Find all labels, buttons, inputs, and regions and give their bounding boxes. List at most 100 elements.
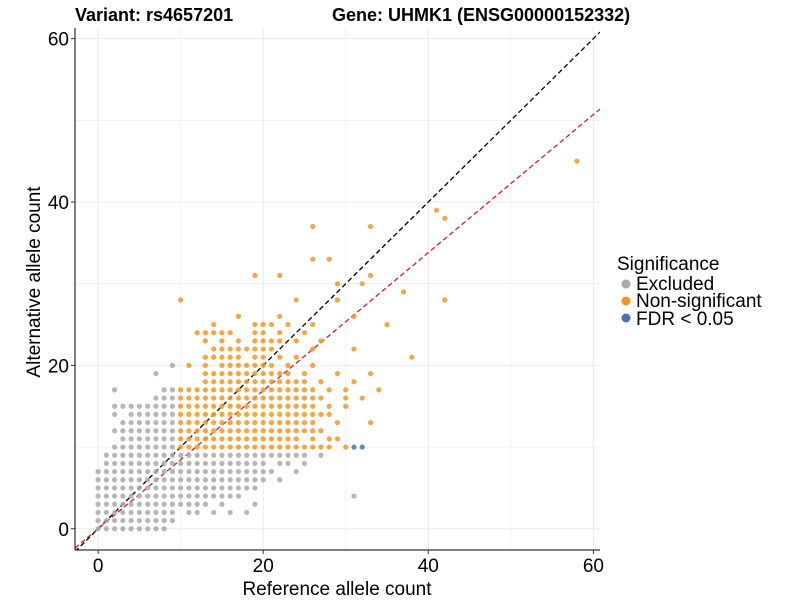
data-point: [194, 485, 200, 491]
data-point: [244, 346, 250, 352]
data-point: [310, 387, 316, 393]
legend-marker-non-significant: [621, 296, 631, 306]
data-point: [235, 411, 242, 417]
data-point: [145, 477, 151, 483]
data-point: [227, 460, 233, 467]
data-point: [260, 477, 266, 483]
data-point: [244, 436, 250, 442]
data-point: [367, 223, 374, 230]
data-point: [252, 362, 258, 368]
data-point: [268, 338, 275, 344]
data-point: [153, 419, 159, 426]
data-point: [128, 419, 134, 426]
data-point: [136, 485, 142, 491]
data-point: [318, 338, 324, 344]
data-point: [186, 477, 192, 483]
data-point: [252, 468, 258, 475]
data-point: [219, 387, 225, 393]
data-point: [112, 403, 118, 409]
data-point: [145, 526, 151, 532]
data-point: [145, 452, 151, 458]
data-point: [227, 395, 233, 401]
data-point: [136, 460, 142, 467]
data-point: [186, 460, 192, 467]
data-point: [145, 403, 151, 409]
data-point: [153, 403, 159, 409]
data-point: [227, 403, 233, 409]
data-point: [252, 387, 258, 393]
data-point: [318, 452, 324, 458]
x-tick-label: 20: [253, 556, 274, 577]
data-point: [153, 526, 159, 532]
data-point: [285, 387, 291, 393]
data-point: [211, 436, 217, 442]
data-point: [244, 428, 250, 434]
data-point: [219, 493, 225, 499]
data-point: [310, 362, 316, 368]
data-point: [334, 370, 341, 377]
data-point: [285, 436, 291, 442]
data-point: [252, 436, 258, 442]
data-point: [202, 493, 209, 499]
data-point: [235, 477, 242, 483]
data-point: [285, 395, 291, 401]
data-point: [178, 501, 184, 507]
data-point: [219, 444, 225, 450]
data-point: [334, 436, 341, 442]
data-point: [178, 452, 184, 458]
data-point: [318, 444, 324, 450]
y-tick-label: 40: [48, 193, 69, 214]
data-point: [136, 501, 142, 507]
data-point: [219, 403, 225, 409]
data-point: [293, 403, 299, 409]
data-point: [285, 428, 291, 434]
data-point: [186, 362, 192, 368]
data-point: [285, 362, 291, 368]
data-point: [227, 428, 233, 434]
data-point: [211, 509, 217, 516]
data-point: [252, 321, 258, 328]
data-point: [194, 509, 200, 516]
data-point: [260, 387, 266, 393]
data-point: [194, 419, 200, 426]
data-point: [202, 485, 209, 491]
data-point: [277, 411, 283, 417]
data-point: [277, 477, 283, 483]
data-point: [194, 444, 200, 450]
data-point: [211, 411, 217, 417]
data-point: [145, 419, 151, 426]
data-point: [128, 485, 134, 491]
data-point: [112, 460, 118, 467]
data-point: [211, 370, 217, 377]
data-point: [285, 411, 291, 417]
data-point: [343, 395, 349, 401]
data-point: [103, 493, 109, 499]
data-point: [235, 362, 242, 368]
data-point: [285, 321, 291, 328]
data-point: [178, 419, 184, 426]
data-point: [169, 403, 176, 409]
data-point: [310, 321, 316, 328]
chart-title-variant: Variant: rs4657201: [75, 5, 233, 25]
data-point: [268, 370, 275, 377]
data-point: [145, 517, 151, 524]
data-point: [128, 452, 134, 458]
data-point: [235, 338, 242, 344]
data-point: [359, 444, 365, 450]
data-point: [310, 444, 316, 450]
data-point: [178, 468, 184, 475]
series-fdr-0-05: [351, 444, 365, 450]
data-point: [194, 411, 200, 417]
data-point: [95, 477, 101, 483]
data-point: [153, 485, 159, 491]
data-point: [202, 452, 209, 458]
legend-label-fdr: FDR < 0.05: [636, 309, 734, 330]
data-point: [161, 387, 167, 393]
data-point: [260, 419, 266, 426]
data-point: [194, 501, 200, 507]
data-point: [219, 338, 225, 344]
data-point: [252, 330, 258, 336]
data-point: [136, 477, 142, 483]
chart-title-gene: Gene: UHMK1 (ENSG00000152332): [332, 5, 630, 25]
data-point: [252, 419, 258, 426]
